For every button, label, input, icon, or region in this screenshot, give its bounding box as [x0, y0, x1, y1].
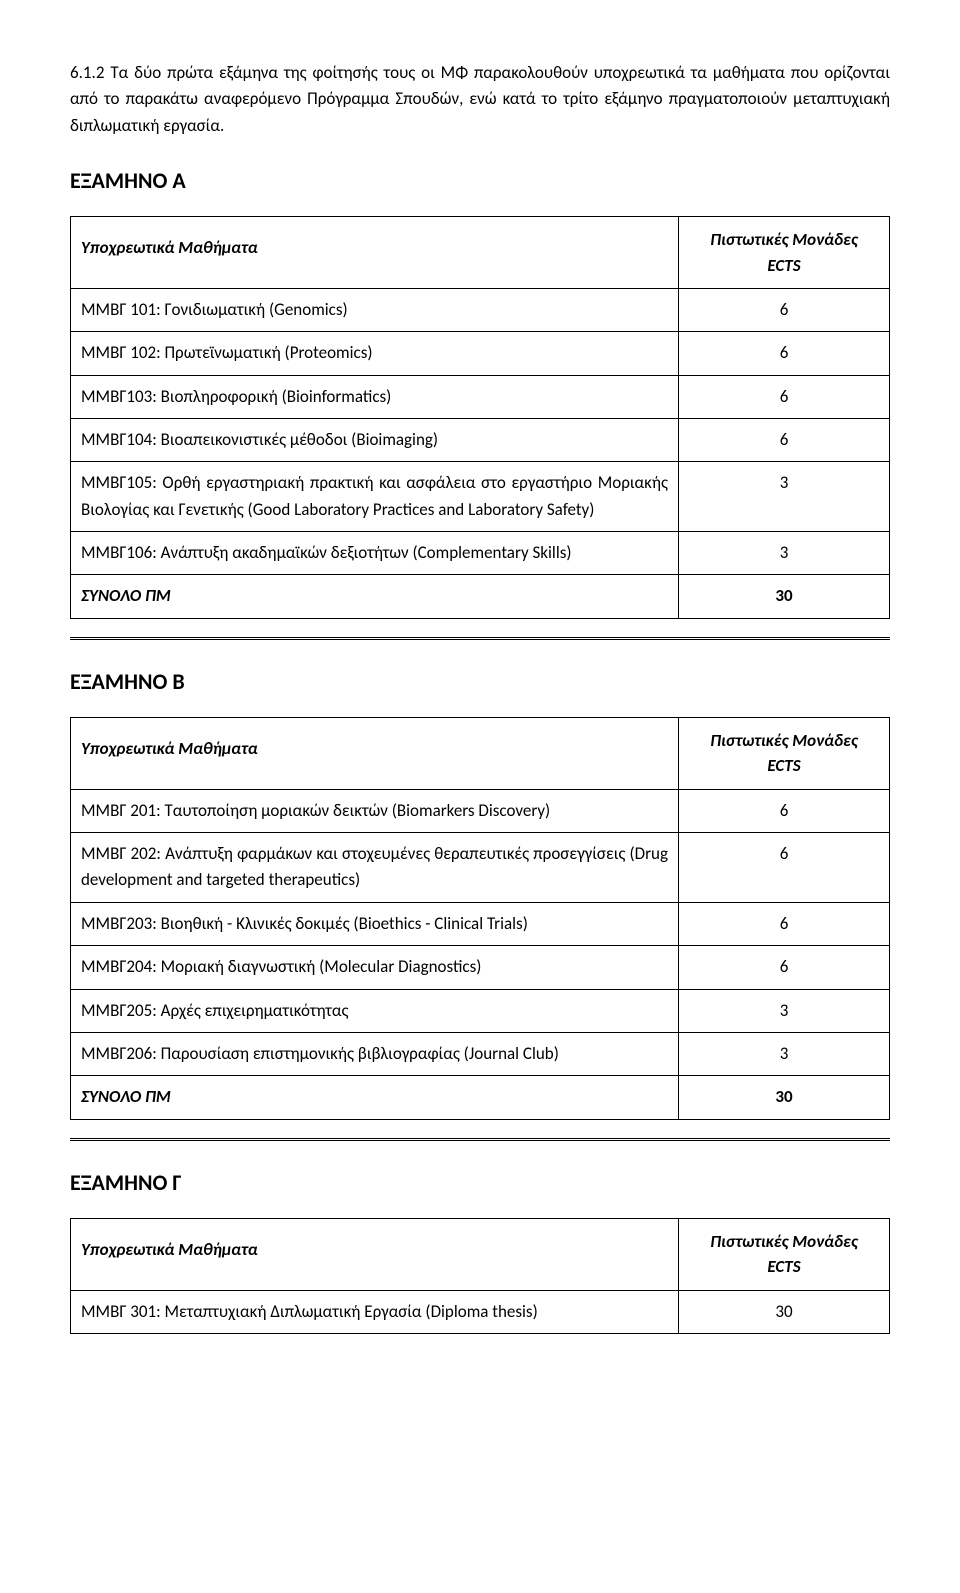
header-ects: Πιστωτικές Μονάδες ECTS — [679, 1218, 890, 1290]
table-row: ΜΜΒΓ 102: Πρωτεϊνωματική (Proteomics)6 — [71, 332, 890, 375]
ects-cell: 6 — [679, 375, 890, 418]
course-cell: ΜΜΒΓ 201: Ταυτοποίηση μοριακών δεικτών (… — [71, 789, 679, 832]
table-row: ΜΜΒΓ204: Μοριακή διαγνωστική (Molecular … — [71, 946, 890, 989]
course-cell: ΜΜΒΓ 301: Μεταπτυχιακή Διπλωματική Εργασ… — [71, 1290, 679, 1333]
course-cell: ΜΜΒΓ103: Βιοπληροφορική (Bioinformatics) — [71, 375, 679, 418]
table-row: ΜΜΒΓ 201: Ταυτοποίηση μοριακών δεικτών (… — [71, 789, 890, 832]
ects-cell: 3 — [679, 532, 890, 575]
course-cell: ΜΜΒΓ203: Βιοηθική - Κλινικές δοκιμές (Bi… — [71, 902, 679, 945]
header-ects-line2: ECTS — [767, 1256, 800, 1277]
course-cell: ΜΜΒΓ105: Ορθή εργαστηριακή πρακτική και … — [71, 462, 679, 532]
header-courses: Υποχρεωτικά Μαθήματα — [71, 1218, 679, 1290]
course-cell: ΜΜΒΓ 101: Γονιδιωματική (Genomics) — [71, 289, 679, 332]
table-row: ΜΜΒΓ105: Ορθή εργαστηριακή πρακτική και … — [71, 462, 890, 532]
semester-c-table: Υποχρεωτικά Μαθήματα Πιστωτικές Μονάδες … — [70, 1218, 890, 1334]
table-total-row: ΣΥΝΟΛΟ ΠΜ 30 — [71, 575, 890, 618]
table-row: ΜΜΒΓ106: Ανάπτυξη ακαδημαϊκών δεξιοτήτων… — [71, 532, 890, 575]
header-courses: Υποχρεωτικά Μαθήματα — [71, 717, 679, 789]
table-row: ΜΜΒΓ103: Βιοπληροφορική (Bioinformatics)… — [71, 375, 890, 418]
header-ects: Πιστωτικές Μονάδες ECTS — [679, 217, 890, 289]
header-ects-line1: Πιστωτικές Μονάδες — [710, 229, 858, 250]
ects-cell: 6 — [679, 332, 890, 375]
course-cell: ΜΜΒΓ204: Μοριακή διαγνωστική (Molecular … — [71, 946, 679, 989]
header-ects-line2: ECTS — [767, 255, 800, 276]
table-header-row: Υποχρεωτικά Μαθήματα Πιστωτικές Μονάδες … — [71, 1218, 890, 1290]
semester-c-title: ΕΞΑΜΗΝΟ Γ — [70, 1169, 890, 1196]
ects-cell: 6 — [679, 833, 890, 903]
total-label: ΣΥΝΟΛΟ ΠΜ — [71, 575, 679, 618]
table-header-row: Υποχρεωτικά Μαθήματα Πιστωτικές Μονάδες … — [71, 717, 890, 789]
header-ects-line1: Πιστωτικές Μονάδες — [710, 730, 858, 751]
ects-cell: 3 — [679, 989, 890, 1032]
table-row: ΜΜΒΓ205: Αρχές επιχειρηματικότητας3 — [71, 989, 890, 1032]
course-cell: ΜΜΒΓ205: Αρχές επιχειρηματικότητας — [71, 989, 679, 1032]
course-cell: ΜΜΒΓ106: Ανάπτυξη ακαδημαϊκών δεξιοτήτων… — [71, 532, 679, 575]
total-label: ΣΥΝΟΛΟ ΠΜ — [71, 1076, 679, 1119]
header-ects-line1: Πιστωτικές Μονάδες — [710, 1231, 858, 1252]
ects-cell: 3 — [679, 1032, 890, 1075]
course-cell: ΜΜΒΓ 102: Πρωτεϊνωματική (Proteomics) — [71, 332, 679, 375]
ects-cell: 6 — [679, 789, 890, 832]
table-row: ΜΜΒΓ 101: Γονιδιωματική (Genomics)6 — [71, 289, 890, 332]
course-cell: ΜΜΒΓ206: Παρουσίαση επιστημονικής βιβλιο… — [71, 1032, 679, 1075]
header-ects: Πιστωτικές Μονάδες ECTS — [679, 717, 890, 789]
semester-a-title: ΕΞΑΜΗΝΟ Α — [70, 167, 890, 194]
header-courses: Υποχρεωτικά Μαθήματα — [71, 217, 679, 289]
semester-a-table: Υποχρεωτικά Μαθήματα Πιστωτικές Μονάδες … — [70, 216, 890, 619]
total-value: 30 — [679, 575, 890, 618]
table-row: ΜΜΒΓ206: Παρουσίαση επιστημονικής βιβλιο… — [71, 1032, 890, 1075]
divider — [70, 1138, 890, 1141]
table-total-row: ΣΥΝΟΛΟ ΠΜ 30 — [71, 1076, 890, 1119]
semester-b-table: Υποχρεωτικά Μαθήματα Πιστωτικές Μονάδες … — [70, 717, 890, 1120]
ects-cell: 6 — [679, 419, 890, 462]
ects-cell: 30 — [679, 1290, 890, 1333]
total-value: 30 — [679, 1076, 890, 1119]
divider — [70, 637, 890, 640]
intro-paragraph: 6.1.2 Τα δύο πρώτα εξάμηνα της φοίτησής … — [70, 60, 890, 139]
ects-cell: 6 — [679, 289, 890, 332]
header-ects-line2: ECTS — [767, 755, 800, 776]
table-row: ΜΜΒΓ104: Βιοαπεικονιστικές μέθοδοι (Bioi… — [71, 419, 890, 462]
ects-cell: 6 — [679, 902, 890, 945]
ects-cell: 3 — [679, 462, 890, 532]
course-cell: ΜΜΒΓ 202: Ανάπτυξη φαρμάκων και στοχευμέ… — [71, 833, 679, 903]
table-row: ΜΜΒΓ 301: Μεταπτυχιακή Διπλωματική Εργασ… — [71, 1290, 890, 1333]
semester-b-title: ΕΞΑΜΗΝΟ Β — [70, 668, 890, 695]
table-header-row: Υποχρεωτικά Μαθήματα Πιστωτικές Μονάδες … — [71, 217, 890, 289]
table-row: ΜΜΒΓ203: Βιοηθική - Κλινικές δοκιμές (Bi… — [71, 902, 890, 945]
table-row: ΜΜΒΓ 202: Ανάπτυξη φαρμάκων και στοχευμέ… — [71, 833, 890, 903]
course-cell: ΜΜΒΓ104: Βιοαπεικονιστικές μέθοδοι (Bioi… — [71, 419, 679, 462]
ects-cell: 6 — [679, 946, 890, 989]
